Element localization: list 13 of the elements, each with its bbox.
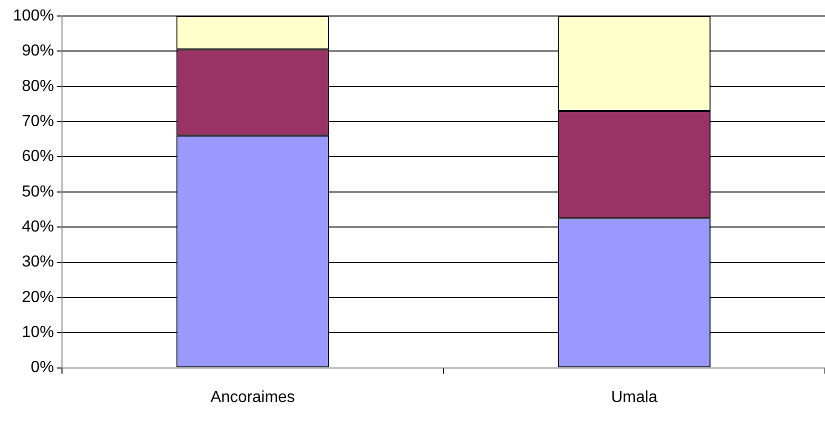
y-tick-label: 90% xyxy=(22,42,54,60)
y-tick-label: 30% xyxy=(22,254,54,271)
y-tick-label: 60% xyxy=(22,148,54,166)
y-tick-label: 0% xyxy=(30,359,54,376)
y-tick-label: 100% xyxy=(13,7,54,24)
y-tick-label: 20% xyxy=(22,288,54,306)
x-tick-label: Ancoraimes xyxy=(210,388,295,406)
y-tick-label: 70% xyxy=(22,112,54,130)
y-tick-label: 50% xyxy=(22,183,54,200)
y-tick-label: 10% xyxy=(22,324,54,342)
x-tick-label: Umala xyxy=(611,388,658,406)
y-tick-label: 80% xyxy=(22,78,54,95)
y-tick-label: 40% xyxy=(22,218,54,236)
